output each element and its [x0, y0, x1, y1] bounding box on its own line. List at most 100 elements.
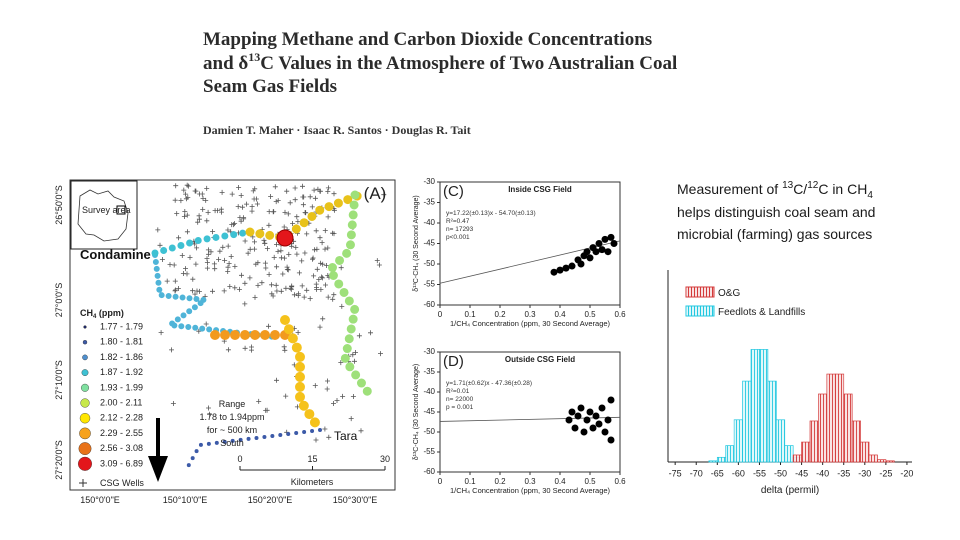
- route-dots: [151, 228, 254, 257]
- hist-bar: [818, 393, 828, 463]
- x-tick-label: -75: [669, 468, 682, 478]
- x-tick-label: -70: [690, 468, 703, 478]
- title-text: C Values in the Atmosphere of Two Austra…: [260, 53, 677, 74]
- panel-label: (C): [443, 183, 464, 200]
- range-note: 1.78 to 1.94ppm: [199, 412, 264, 422]
- y-tick-label: -35: [423, 198, 435, 207]
- legend-title: CH4 (ppm): [80, 308, 124, 320]
- x-tick-label: 0: [438, 477, 443, 486]
- legend-label: 1.82 - 1.86: [100, 352, 143, 362]
- hist-bar: [860, 441, 870, 463]
- data-point: [577, 260, 585, 268]
- plot-frame: [439, 181, 621, 306]
- y-tick-label: -45: [423, 407, 435, 416]
- panel-label: (D): [443, 353, 464, 370]
- x-tick-label: -45: [795, 468, 808, 478]
- legend-label: 2.56 - 3.08: [100, 443, 143, 453]
- caption: Measurement of 13C/12C in CH4: [677, 180, 873, 201]
- lon-label: 150°30'0"E: [333, 495, 378, 505]
- x-tick-label: -20: [900, 468, 913, 478]
- caption-sup: 13: [782, 180, 794, 191]
- legend-swatch: [82, 354, 88, 361]
- data-point: [589, 424, 597, 432]
- legend-label: 1.87 - 1.92: [100, 367, 143, 377]
- legend-label: 3.09 - 6.89: [100, 458, 143, 468]
- hist-bar: [885, 460, 895, 463]
- legend-swatch: [80, 383, 89, 392]
- route-hotspot: [276, 229, 294, 247]
- fit-stats: y=1.71(±0.62)x - 47.36(±0.28): [446, 380, 532, 387]
- data-point: [571, 424, 579, 432]
- caption: helps distinguish coal seam and: [677, 204, 875, 220]
- x-tick-label: -65: [711, 468, 724, 478]
- hist-bar: [851, 420, 861, 463]
- lat-label: 27°0'0"S: [54, 283, 64, 318]
- y-tick-label: -60: [423, 300, 435, 309]
- legend-swatch: [78, 442, 92, 455]
- range-note: for ~ 500 km: [207, 425, 257, 435]
- fit-line: [439, 416, 621, 422]
- lat-label: 26°50'0"S: [54, 185, 64, 225]
- hist-bar: [767, 380, 777, 463]
- data-point: [574, 412, 582, 420]
- data-point: [601, 235, 609, 243]
- data-point: [550, 268, 558, 276]
- paper-title: Seam Gas Fields: [203, 76, 337, 97]
- data-point: [568, 408, 576, 416]
- legend-label: 2.00 - 2.11: [100, 398, 142, 408]
- x-tick-label: -60: [732, 468, 745, 478]
- town-label: Condamine: [80, 247, 151, 262]
- data-point: [598, 404, 606, 412]
- data-point: [607, 436, 615, 444]
- legend-well-symbol: [79, 479, 87, 487]
- legend-label: 2.29 - 2.55: [100, 428, 143, 438]
- caption: microbial (farming) gas sources: [677, 226, 872, 242]
- data-point: [586, 408, 594, 416]
- legend-title-text: CH: [80, 308, 93, 318]
- scale-label: 15: [307, 454, 317, 464]
- x-tick-label: 0.3: [524, 310, 536, 319]
- town-label: Tara: [334, 429, 358, 443]
- legend-swatch: [80, 398, 90, 408]
- data-point: [583, 248, 591, 256]
- data-point: [565, 416, 573, 424]
- x-tick-label: 0.6: [614, 477, 626, 486]
- y-tick-label: -30: [423, 347, 435, 356]
- lat-label: 27°10'0"S: [54, 360, 64, 400]
- hist-bar: [792, 454, 802, 463]
- hist-bar: [750, 349, 760, 463]
- title-text: and δ: [203, 53, 248, 74]
- hist-bar: [716, 456, 727, 463]
- y-tick-label: -55: [423, 447, 435, 456]
- data-point: [595, 240, 603, 247]
- paper-title: Mapping Methane and Carbon Dioxide Conce…: [203, 29, 652, 50]
- y-axis-label: δ¹³C-CH₄ (30 Second Average): [413, 195, 420, 292]
- lon-label: 150°20'0"E: [248, 495, 293, 505]
- hist-bar: [868, 454, 878, 463]
- lat-label: 27°20'0"S: [54, 440, 64, 480]
- legend-label: 2.12 - 2.28: [100, 413, 143, 423]
- x-tick-label: -55: [753, 468, 766, 478]
- route-dots: [324, 190, 375, 400]
- x-axis-label: 1/CH₄ Concentration (ppm, 30 Second Aver…: [450, 319, 611, 328]
- caption-text: C in CH: [818, 181, 867, 197]
- data-point: [604, 416, 612, 424]
- scatter-panel: -30 -35 -40 -45 -50 -55 -600 0.1 0.2 0.3 0.4 0.5 0.6…: [413, 347, 626, 495]
- y-axis-label: δ¹³C-CH₄ (30 Second Average): [413, 364, 420, 461]
- hist-bar: [775, 419, 786, 463]
- fit-stats: R²=0.47: [446, 218, 470, 225]
- hist-bar: [834, 373, 845, 463]
- legend-title-sub: 4: [93, 314, 97, 320]
- route: [151, 190, 375, 474]
- caption-text: Measurement of: [677, 181, 782, 197]
- legend-label: O&G: [718, 288, 740, 299]
- y-tick-label: -45: [423, 239, 435, 248]
- data-point: [610, 240, 618, 247]
- y-tick-label: -60: [423, 467, 435, 476]
- y-tick-label: -30: [423, 177, 435, 186]
- legend-label: 1.77 - 1.79: [100, 322, 143, 332]
- y-tick-label: -40: [423, 387, 435, 396]
- hist-bar: [801, 441, 811, 463]
- data-point: [604, 248, 612, 256]
- hist-bar: [725, 445, 735, 463]
